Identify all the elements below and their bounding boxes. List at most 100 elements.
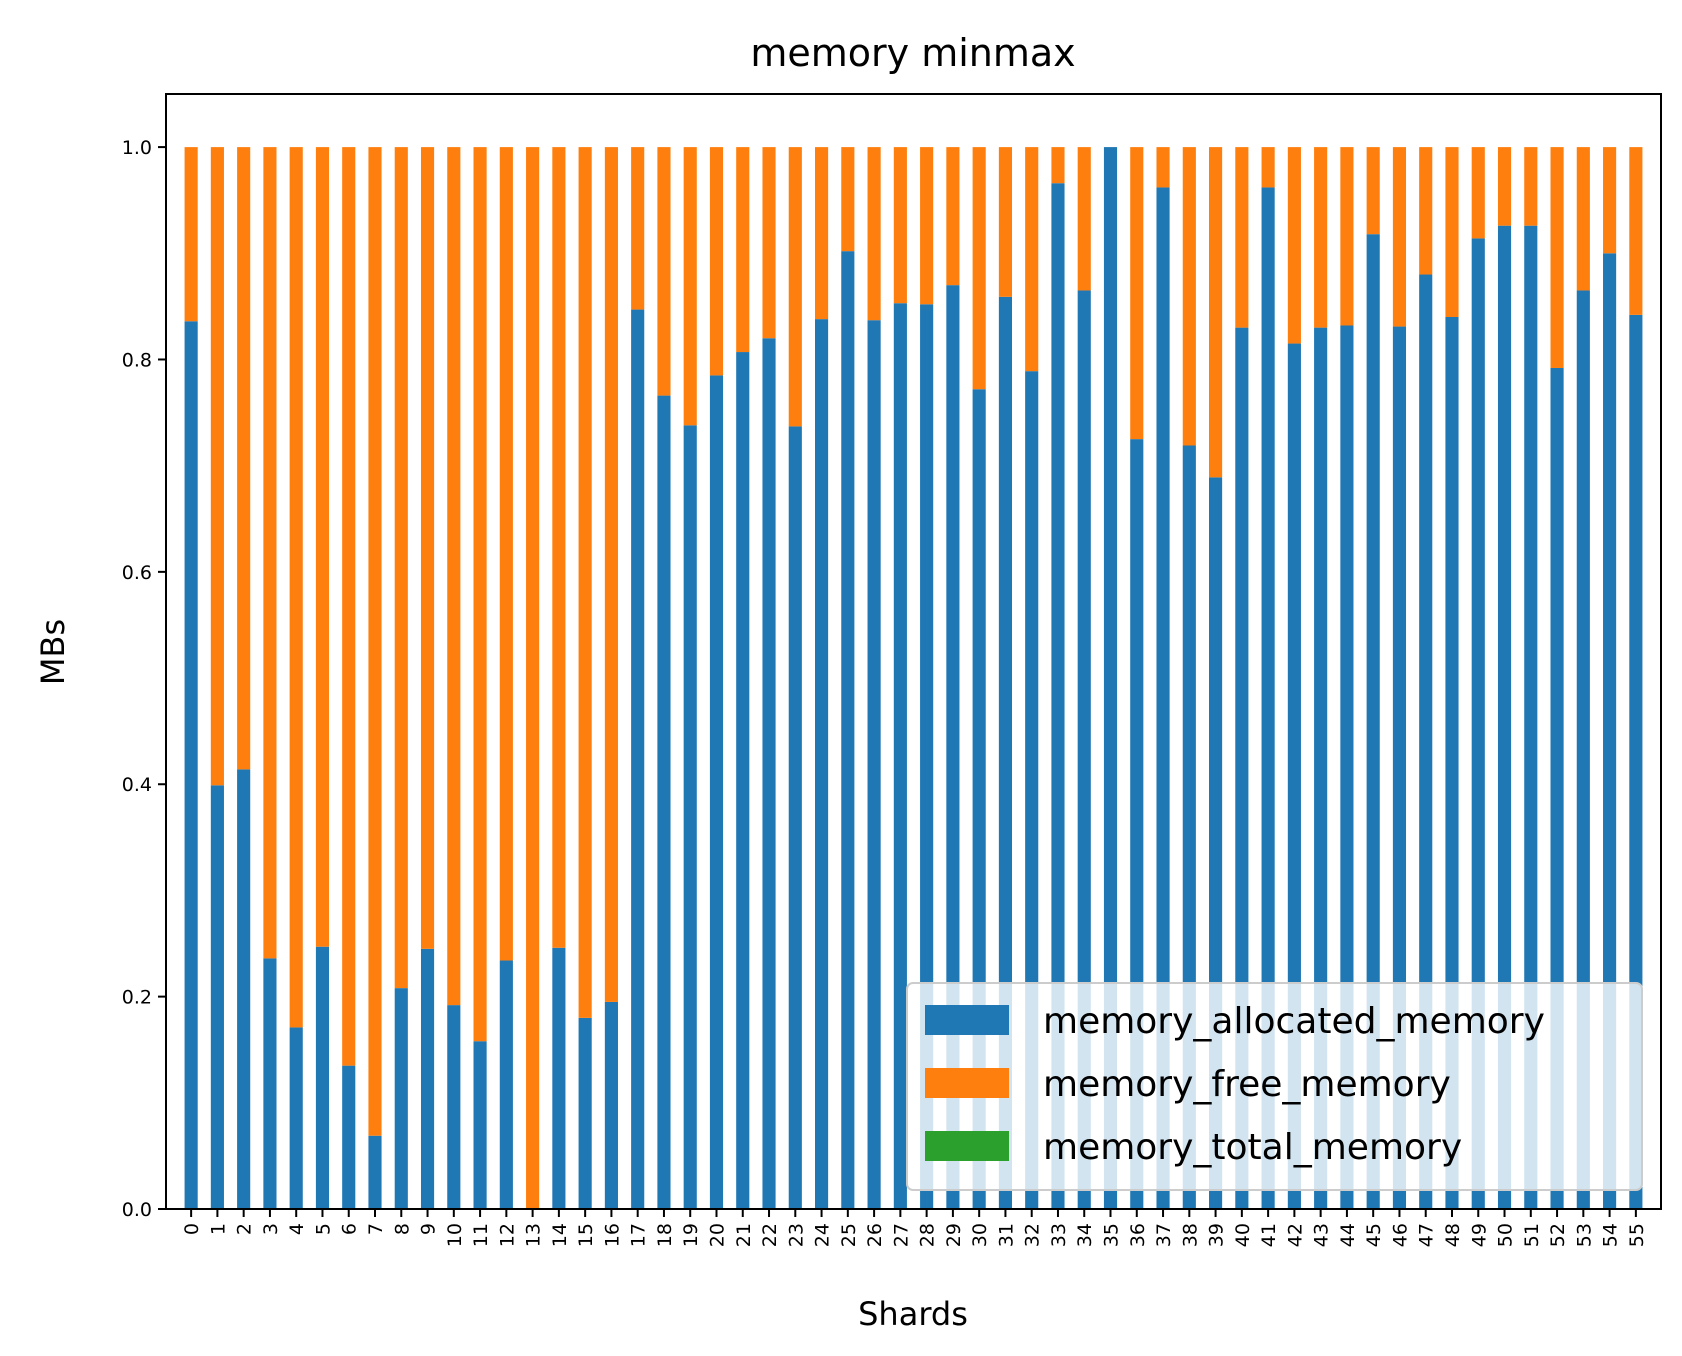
bar-memory-allocated-memory-shard-45 [1366,234,1380,1210]
bar-memory-allocated-memory-shard-9 [420,948,435,1209]
x-tick-label: 17 [628,1223,650,1247]
x-tick-label: 54 [1600,1223,1622,1247]
bar-memory-free-memory-shard-23 [788,147,802,427]
bar-memory-allocated-memory-shard-27 [893,303,907,1209]
bar-memory-allocated-memory-shard-10 [447,1005,461,1209]
bar-memory-allocated-memory-shard-11 [473,1041,487,1209]
bar-memory-allocated-memory-shard-37 [1156,187,1170,1209]
bar-memory-allocated-memory-shard-19 [683,425,697,1209]
bar-memory-free-memory-shard-55 [1629,147,1643,315]
bar-memory-free-memory-shard-46 [1392,147,1407,327]
x-tick-label: 26 [864,1223,886,1247]
x-tick-label: 49 [1468,1223,1490,1247]
bar-memory-allocated-memory-shard-1 [210,785,224,1209]
x-tick-label: 6 [339,1223,361,1235]
bar-memory-allocated-memory-shard-16 [604,1001,618,1209]
x-tick-label: 18 [654,1223,676,1247]
x-tick-label: 36 [1127,1223,1149,1247]
x-axis: 0 1 2 3 4 5 6 7 8 9 10 11 12 13 14 15 16 17 18 19 20 21 22 23 24… [181,1209,1648,1247]
bar-memory-free-memory-shard-26 [867,147,881,321]
x-tick-label: 16 [601,1223,623,1247]
x-tick-label: 8 [391,1223,413,1235]
x-tick-label: 53 [1573,1223,1595,1247]
x-tick-label: 31 [995,1223,1017,1247]
bar-memory-free-memory-shard-53 [1576,147,1590,291]
bar-memory-free-memory-shard-14 [552,147,566,948]
chart-title: memory minmax [750,31,1075,75]
bar-memory-allocated-memory-shard-29 [946,285,960,1209]
bar-memory-free-memory-shard-32 [1025,147,1039,372]
bar-memory-free-memory-shard-41 [1261,147,1275,188]
x-tick-label: 40 [1232,1223,1254,1247]
bar-memory-allocated-memory-shard-49 [1471,238,1485,1210]
x-tick-label: 11 [470,1223,492,1247]
bar-memory-free-memory-shard-33 [1051,147,1065,184]
x-tick-label: 43 [1311,1223,1333,1247]
bar-memory-allocated-memory-shard-54 [1603,253,1617,1210]
legend-label-total: memory_total_memory [1043,1127,1462,1168]
bar-memory-free-memory-shard-49 [1471,147,1485,239]
y-tick-label: 0.4 [122,774,152,796]
bar-memory-free-memory-shard-54 [1603,147,1617,254]
bar-memory-allocated-memory-shard-23 [788,426,802,1209]
bar-memory-free-memory-shard-19 [683,147,697,426]
x-tick-label: 14 [549,1223,571,1247]
bar-memory-free-memory-shard-10 [447,147,461,1006]
bar-memory-free-memory-shard-34 [1077,147,1091,291]
x-tick-label: 35 [1101,1223,1123,1247]
bar-memory-allocated-memory-shard-50 [1497,225,1512,1209]
bar-memory-free-memory-shard-11 [473,147,487,1042]
bar-memory-free-memory-shard-18 [657,147,671,396]
bar-memory-free-memory-shard-17 [631,147,645,310]
bar-memory-allocated-memory-shard-24 [815,319,829,1209]
bar-memory-free-memory-shard-6 [342,147,356,1066]
x-tick-label: 51 [1521,1223,1543,1247]
legend: memory_allocated_memory memory_free_memo… [906,982,1643,1191]
bar-memory-free-memory-shard-3 [263,147,277,959]
bar-memory-free-memory-shard-42 [1287,147,1301,344]
x-tick-label: 27 [890,1223,912,1247]
x-tick-label: 19 [680,1223,702,1247]
legend-box [906,982,1643,1191]
bar-memory-free-memory-shard-15 [578,147,592,1018]
bar-memory-free-memory-shard-20 [709,147,724,376]
x-tick-label: 50 [1495,1223,1517,1247]
x-tick-label: 21 [733,1223,755,1247]
x-tick-label: 13 [523,1223,545,1247]
x-tick-label: 39 [1206,1223,1228,1247]
x-tick-label: 30 [969,1223,991,1247]
bar-memory-free-memory-shard-40 [1235,147,1249,328]
x-tick-label: 1 [207,1223,229,1235]
bar-memory-free-memory-shard-52 [1550,147,1564,368]
plot-frame [165,93,1662,1210]
bar-memory-allocated-memory-shard-3 [263,958,277,1209]
x-tick-label: 24 [812,1223,834,1247]
bar-memory-allocated-memory-shard-20 [709,375,724,1209]
bar-memory-allocated-memory-shard-31 [998,296,1012,1209]
bar-memory-free-memory-shard-24 [815,147,829,320]
x-tick-label: 28 [917,1223,939,1247]
bar-memory-free-memory-shard-36 [1130,147,1144,440]
bar-memory-free-memory-shard-5 [315,147,330,947]
x-tick-label: 29 [943,1223,965,1247]
x-tick-label: 12 [496,1223,518,1247]
bar-memory-free-memory-shard-22 [762,147,776,339]
y-tick-label: 0.0 [122,1199,152,1221]
bar-memory-free-memory-shard-50 [1497,147,1512,226]
bar-memory-allocated-memory-shard-34 [1077,290,1091,1209]
bar-memory-allocated-memory-shard-33 [1051,183,1065,1210]
y-tick-label: 0.6 [122,562,152,584]
legend-swatch-total [925,1131,1009,1161]
x-tick-label: 0 [181,1223,203,1235]
x-tick-label: 10 [444,1223,466,1247]
x-tick-label: 41 [1258,1223,1280,1247]
x-tick-label: 23 [785,1223,807,1247]
legend-swatch-allocated [925,1005,1009,1035]
y-tick-label: 0.2 [122,987,152,1009]
y-tick-label: 1.0 [122,137,152,159]
bar-memory-free-memory-shard-47 [1419,147,1433,275]
bar-memory-allocated-memory-shard-51 [1524,225,1538,1209]
x-tick-label: 55 [1626,1223,1648,1247]
